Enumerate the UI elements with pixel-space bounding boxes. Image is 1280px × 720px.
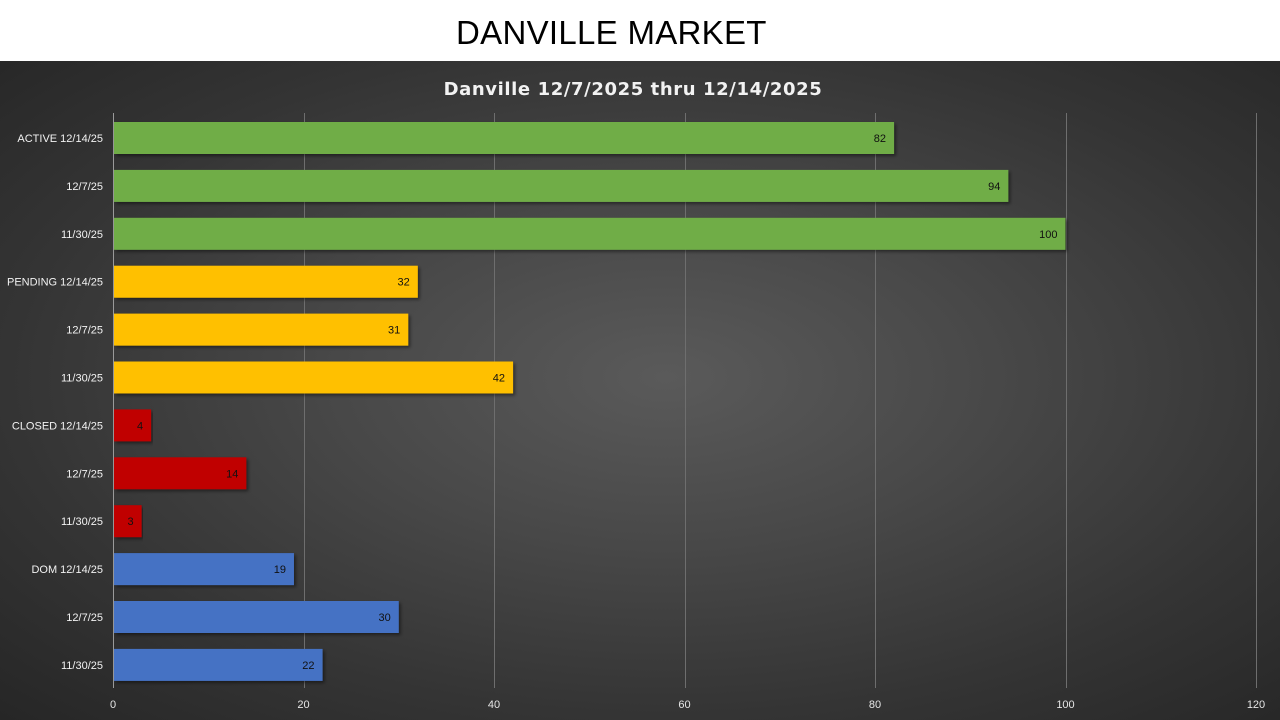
category-label: 12/7/25 bbox=[66, 181, 103, 193]
x-tick-label: 0 bbox=[110, 699, 116, 711]
data-label: 31 bbox=[388, 325, 400, 337]
data-label: 32 bbox=[398, 277, 410, 289]
data-labels: 82 94 100 32 31 42 4 14 3 19 30 22 bbox=[127, 133, 1057, 672]
bar-dom bbox=[114, 601, 399, 633]
data-label: 30 bbox=[379, 612, 391, 624]
bars bbox=[114, 122, 1066, 681]
slide-title: DANVILLE MARKET bbox=[456, 14, 767, 51]
category-label: 12/7/25 bbox=[66, 612, 103, 624]
category-label: CLOSED 12/14/25 bbox=[12, 420, 103, 432]
category-label: 12/7/25 bbox=[66, 468, 103, 480]
category-label: 11/30/25 bbox=[61, 660, 103, 672]
x-tick-label: 80 bbox=[869, 699, 881, 711]
bar-pending bbox=[114, 313, 409, 346]
x-tick-label: 100 bbox=[1056, 699, 1074, 711]
data-label: 4 bbox=[137, 420, 143, 432]
category-label: DOM 12/14/25 bbox=[31, 564, 103, 576]
bar-active bbox=[114, 217, 1066, 250]
category-label: 11/30/25 bbox=[61, 373, 103, 385]
bar-active bbox=[114, 169, 1009, 202]
bar-closed bbox=[114, 505, 142, 538]
data-label: 100 bbox=[1039, 229, 1057, 241]
data-label: 42 bbox=[493, 373, 505, 385]
data-label: 94 bbox=[988, 181, 1000, 193]
slide-title-bar: DANVILLE MARKET bbox=[0, 0, 1280, 61]
gridlines bbox=[113, 113, 1257, 688]
category-label: 11/30/25 bbox=[61, 229, 103, 241]
bar-closed bbox=[114, 457, 247, 490]
category-labels: ACTIVE 12/14/25 12/7/25 11/30/25 PENDING 12… bbox=[7, 133, 103, 672]
category-label: 11/30/25 bbox=[61, 516, 103, 528]
x-tick-label: 120 bbox=[1247, 699, 1265, 711]
data-label: 22 bbox=[302, 660, 314, 672]
data-label: 3 bbox=[127, 516, 133, 528]
category-label: ACTIVE 12/14/25 bbox=[17, 133, 103, 145]
x-tick-label: 20 bbox=[297, 699, 309, 711]
bar-pending bbox=[114, 361, 514, 394]
chart-title: Danville 12/7/2025 thru 12/14/2025 bbox=[444, 79, 823, 100]
x-tick-label: 40 bbox=[488, 699, 500, 711]
bar-pending bbox=[114, 265, 418, 298]
data-label: 19 bbox=[274, 564, 286, 576]
category-label: PENDING 12/14/25 bbox=[7, 277, 103, 289]
data-label: 14 bbox=[226, 468, 238, 480]
data-label: 82 bbox=[874, 133, 886, 145]
bar-active bbox=[114, 122, 895, 154]
bar-closed bbox=[114, 409, 152, 442]
x-axis-tick-labels: 0 20 40 60 80 100 120 bbox=[110, 699, 1265, 711]
bar-dom bbox=[114, 648, 323, 681]
category-label: 12/7/25 bbox=[66, 325, 103, 337]
x-tick-label: 60 bbox=[678, 699, 690, 711]
bar-dom bbox=[114, 553, 294, 586]
